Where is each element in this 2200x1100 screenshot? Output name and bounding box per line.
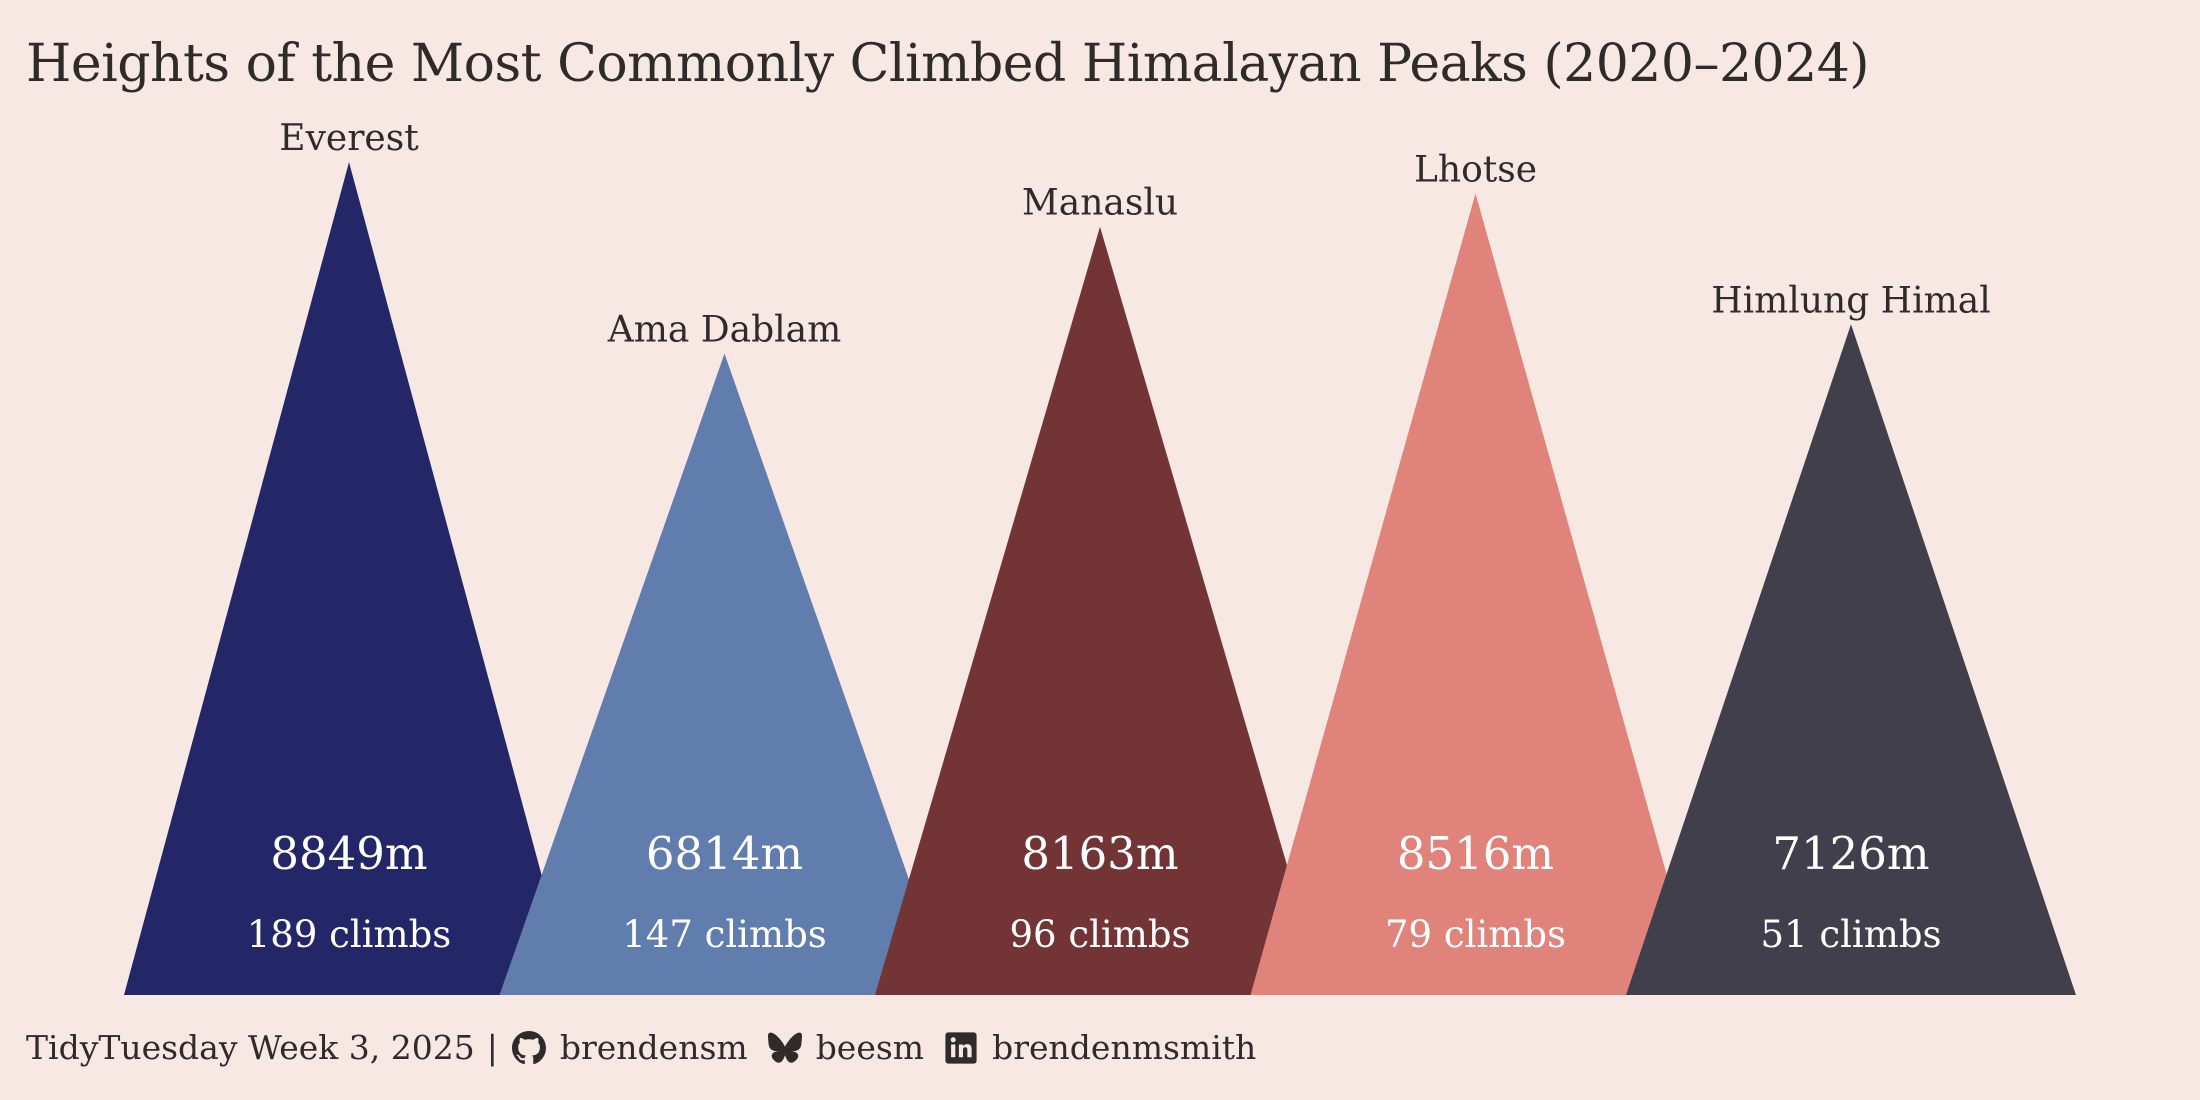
peak-climbs-label: 51 climbs [1761,913,1942,956]
peak-height-label: 8849m [270,827,427,880]
github-icon[interactable] [511,1030,546,1065]
peak-name-label: Manaslu [1022,183,1178,224]
peak-triangle-2 [499,353,950,995]
peak-name-label: Himlung Himal [1711,280,1990,321]
chart-title: Heights of the Most Commonly Climbed Him… [26,34,1870,94]
footer: TidyTuesday Week 3, 2025 | brendensm bee… [26,1028,1276,1067]
peak-height-label: 7126m [1772,827,1929,880]
bluesky-icon[interactable] [767,1031,802,1065]
peak-height-label: 8163m [1021,827,1178,880]
linkedin-handle[interactable]: brendenmsmith [992,1028,1257,1067]
linkedin-icon[interactable] [944,1031,978,1065]
footer-source: TidyTuesday Week 3, 2025 [26,1028,475,1067]
peak-triangle-3 [875,226,1325,996]
peak-triangle-4 [1250,193,1701,996]
peak-height-label: 6814m [646,827,803,880]
peak-name-label: Lhotse [1414,149,1537,190]
peak-climbs-label: 189 climbs [247,913,452,956]
peak-triangle-5 [1626,324,2076,995]
peak-triangle-1 [124,162,574,995]
bluesky-handle[interactable]: beesm [815,1028,925,1067]
footer-separator: | [486,1028,498,1067]
peak-climbs-label: 79 climbs [1385,913,1566,956]
peak-name-label: Everest [279,118,419,159]
peak-height-label: 8516m [1397,827,1554,880]
github-handle[interactable]: brendensm [559,1028,748,1067]
peak-climbs-label: 147 climbs [622,913,827,956]
peak-climbs-label: 96 climbs [1010,913,1191,956]
peak-name-label: Ama Dablam [607,310,842,351]
